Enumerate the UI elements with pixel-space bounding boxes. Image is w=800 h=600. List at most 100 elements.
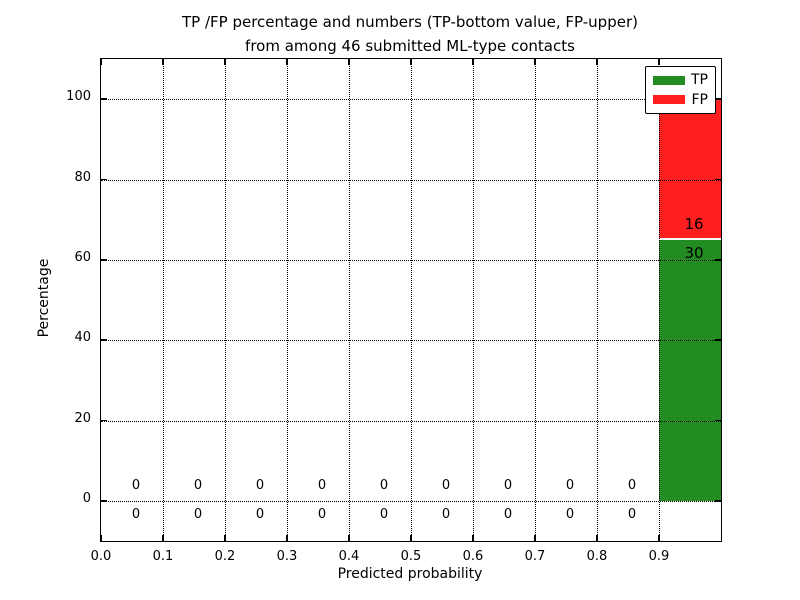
y-tick-mark-left [101, 178, 107, 181]
y-tick-mark-left [101, 500, 107, 502]
grid-line-vertical [535, 59, 536, 541]
chart-title-line1: TP /FP percentage and numbers (TP-bottom… [182, 13, 638, 31]
grid-line-horizontal [101, 340, 721, 342]
x-tick-mark-bottom [658, 535, 660, 541]
x-tick-mark-top [596, 59, 598, 65]
x-tick-mark-bottom [286, 535, 288, 541]
y-tick-label: 60 [74, 249, 91, 265]
plot-area: 0 0 0 0 0 0 0 0 0 0 0 0 0 0 0 0 0 0 16 30 0.0 0.1 0.2 0.3 0.4 0.5… [66, 58, 722, 564]
fp-zero-label: 0 [131, 478, 141, 494]
tp-zero-label: 0 [317, 507, 327, 523]
grid-line-vertical [163, 59, 164, 541]
y-tick-label: 100 [66, 89, 91, 105]
y-tick-mark-left [101, 339, 107, 341]
fp-zero-label: 0 [565, 478, 575, 494]
x-tick-mark-bottom [534, 535, 536, 541]
grid-line-horizontal [101, 179, 721, 181]
x-tick-label: 0.3 [276, 549, 298, 564]
x-tick-label: 0.4 [338, 549, 360, 564]
x-tick-mark-bottom [410, 535, 412, 541]
x-tick-label: 0.1 [152, 549, 174, 564]
legend-swatch-tp-icon [653, 75, 685, 85]
y-tick-mark-right [715, 339, 721, 341]
x-tick-mark-top [658, 59, 660, 65]
x-tick-label: 0.0 [90, 549, 112, 564]
x-tick-mark-bottom [100, 535, 102, 541]
grid-line-vertical [597, 59, 598, 541]
legend-item-tp: TP [653, 72, 708, 88]
tp-zero-label: 0 [255, 507, 265, 523]
x-tick-label: 0.8 [586, 549, 608, 564]
x-tick-mark-top [410, 59, 412, 65]
x-tick-label: 0.6 [462, 549, 484, 564]
grid-line-vertical [225, 59, 226, 541]
tp-zero-label: 0 [503, 507, 513, 523]
tp-zero-label: 0 [131, 507, 141, 523]
y-tick-mark-right [715, 419, 721, 422]
x-tick-mark-top [162, 59, 164, 65]
x-tick-mark-top [472, 59, 474, 65]
grid-line-vertical [287, 59, 288, 541]
grid-line-horizontal [101, 500, 721, 502]
x-tick-label: 0.7 [524, 549, 546, 564]
y-tick-mark-right [715, 500, 721, 502]
y-tick-mark-right [715, 98, 721, 100]
fp-zero-label: 0 [317, 478, 327, 494]
grid-line-horizontal [101, 259, 721, 261]
x-tick-label: 0.5 [400, 549, 422, 564]
fp-zero-label: 0 [627, 478, 637, 494]
fp-zero-label: 0 [441, 478, 451, 494]
legend-label-fp: FP [691, 91, 709, 108]
y-tick-label: 80 [74, 169, 91, 185]
x-tick-mark-bottom [596, 535, 598, 541]
x-tick-mark-bottom [472, 535, 474, 541]
x-tick-mark-bottom [162, 535, 164, 541]
tp-zero-label: 0 [193, 507, 203, 523]
x-tick-label: 0.2 [214, 549, 236, 564]
y-tick-mark-left [101, 419, 107, 422]
bar-segment-divider [659, 237, 721, 240]
legend-swatch-fp-icon [653, 95, 685, 105]
tp-zero-label: 0 [627, 507, 637, 523]
tp-zero-label: 0 [379, 507, 389, 523]
fp-count-label: 16 [684, 215, 704, 234]
x-axis-label: Predicted probability [337, 566, 483, 582]
x-tick-mark-top [100, 59, 102, 65]
y-tick-label: 0 [82, 490, 91, 506]
grid-line-horizontal [101, 420, 721, 422]
y-tick-mark-left [101, 259, 107, 261]
x-tick-mark-top [348, 59, 350, 65]
grid-line-vertical [473, 59, 474, 541]
legend-item-fp: FP [653, 92, 708, 108]
chart-title-line2: from among 46 submitted ML-type contacts [245, 37, 575, 55]
tp-zero-label: 0 [565, 507, 575, 523]
grid-line-vertical [411, 59, 412, 541]
x-tick-mark-bottom [224, 535, 226, 541]
fp-zero-label: 0 [193, 478, 203, 494]
fp-zero-label: 0 [255, 478, 265, 494]
x-tick-mark-top [286, 59, 288, 65]
grid-line-vertical [659, 59, 660, 541]
tp-count-label: 30 [684, 244, 704, 263]
fp-zero-label: 0 [503, 478, 513, 494]
x-tick-mark-bottom [348, 535, 350, 541]
chart-title: TP /FP percentage and numbers (TP-bottom… [90, 10, 730, 58]
y-tick-mark-right [715, 259, 721, 261]
y-tick-label: 40 [74, 330, 91, 346]
tp-bar-segment [659, 238, 721, 501]
x-tick-mark-top [224, 59, 226, 65]
y-axis-label: Percentage [36, 258, 52, 338]
x-tick-mark-top [534, 59, 536, 65]
grid-line-vertical [349, 59, 350, 541]
x-tick-label: 0.9 [648, 549, 670, 564]
legend-label-tp: TP [691, 72, 708, 89]
tp-zero-label: 0 [441, 507, 451, 523]
y-tick-mark-left [101, 98, 107, 100]
y-tick-mark-right [715, 178, 721, 181]
y-tick-label: 20 [74, 410, 91, 426]
grid-line-horizontal [101, 99, 721, 101]
fp-bar-segment [659, 99, 721, 239]
fp-zero-label: 0 [379, 478, 389, 494]
legend: TP FP [645, 66, 716, 114]
